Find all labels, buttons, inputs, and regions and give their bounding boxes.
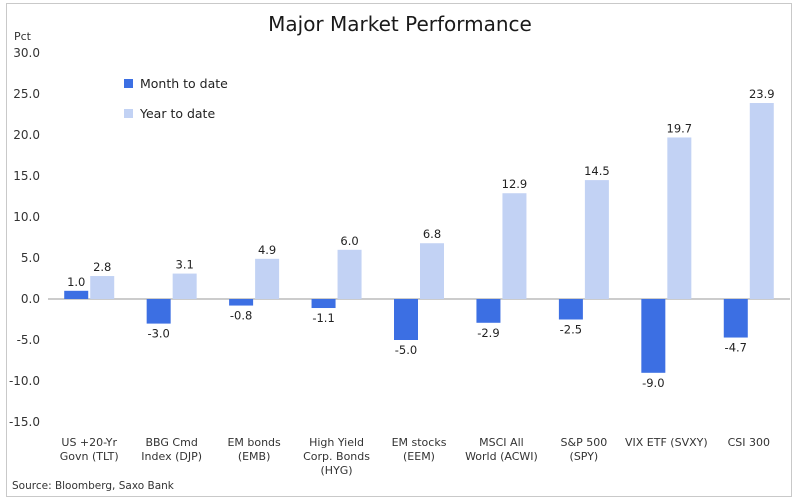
category-label: CSI 300 [728, 436, 770, 449]
data-label: 2.8 [93, 260, 111, 274]
data-label: 19.7 [667, 121, 693, 135]
bar-month-to-date [146, 299, 171, 324]
category-label: VIX ETF (SVXY) [625, 436, 708, 449]
data-label: -4.7 [725, 341, 747, 355]
bar-year-to-date [172, 273, 197, 299]
chart-frame [6, 3, 792, 497]
data-label: -1.1 [312, 311, 334, 325]
legend-swatch-year-to-date [124, 109, 133, 118]
source-note: Source: Bloomberg, Saxo Bank [12, 480, 174, 492]
y-tick-label: 30.0 [13, 46, 40, 60]
bar-year-to-date [255, 258, 280, 299]
bar-month-to-date [311, 299, 336, 309]
chart-title: Major Market Performance [268, 12, 532, 36]
bar-month-to-date [64, 290, 89, 299]
category-label: (EEM) [403, 450, 435, 463]
y-tick-label: -5.0 [17, 333, 40, 347]
data-label: -0.8 [230, 309, 252, 323]
y-tick-label: 20.0 [13, 128, 40, 142]
bar-month-to-date [641, 299, 666, 373]
y-tick-label: -10.0 [9, 374, 40, 388]
bar-month-to-date [558, 299, 583, 320]
category-label: US +20-Yr [61, 436, 117, 449]
bar-year-to-date [667, 137, 692, 299]
data-label: 14.5 [584, 164, 610, 178]
data-label: 3.1 [176, 258, 194, 272]
category-label: Index (DJP) [141, 450, 202, 463]
bar-month-to-date [476, 299, 501, 323]
category-label: World (ACWI) [465, 450, 538, 463]
data-label: -2.9 [477, 326, 499, 340]
bar-year-to-date [420, 243, 444, 299]
bar-year-to-date [337, 249, 362, 299]
y-tick-label: 5.0 [21, 251, 40, 265]
y-tick-label: 25.0 [13, 87, 40, 101]
legend-swatch-month-to-date [124, 79, 133, 88]
data-label: -9.0 [642, 376, 664, 390]
bar-year-to-date [749, 103, 774, 300]
category-label: (SPY) [570, 450, 599, 463]
y-tick-label: 0.0 [21, 292, 40, 306]
category-label: EM stocks [392, 436, 447, 449]
y-axis-unit-label: Pct [14, 30, 31, 43]
legend-label-year-to-date: Year to date [139, 106, 215, 121]
category-label: EM bonds [227, 436, 281, 449]
bar-year-to-date [90, 276, 115, 299]
category-label: Govn (TLT) [60, 450, 119, 463]
data-label: 4.9 [258, 243, 276, 257]
category-label: Corp. Bonds [303, 450, 370, 463]
data-label: 6.0 [340, 234, 358, 248]
bar-month-to-date [229, 299, 254, 306]
category-label: MSCI All [479, 436, 524, 449]
category-label: (HYG) [321, 464, 353, 477]
category-label: High Yield [309, 436, 364, 449]
bar-year-to-date [584, 180, 609, 299]
data-label: 1.0 [67, 275, 85, 289]
data-label: -5.0 [395, 343, 417, 357]
data-label: 6.8 [423, 227, 441, 241]
bar-month-to-date [394, 299, 418, 340]
category-label: (EMB) [238, 450, 271, 463]
bar-month-to-date [723, 299, 748, 338]
data-label: -2.5 [560, 323, 582, 337]
category-label: BBG Cmd [146, 436, 198, 449]
y-tick-label: 10.0 [13, 210, 40, 224]
y-tick-label: -15.0 [9, 415, 40, 429]
bar-year-to-date [502, 193, 527, 299]
data-label: -3.0 [147, 327, 169, 341]
y-tick-label: 15.0 [13, 169, 40, 183]
data-label: 12.9 [502, 177, 528, 191]
category-label: S&P 500 [561, 436, 608, 449]
data-label: 23.9 [749, 87, 775, 101]
legend-label-month-to-date: Month to date [140, 76, 228, 91]
